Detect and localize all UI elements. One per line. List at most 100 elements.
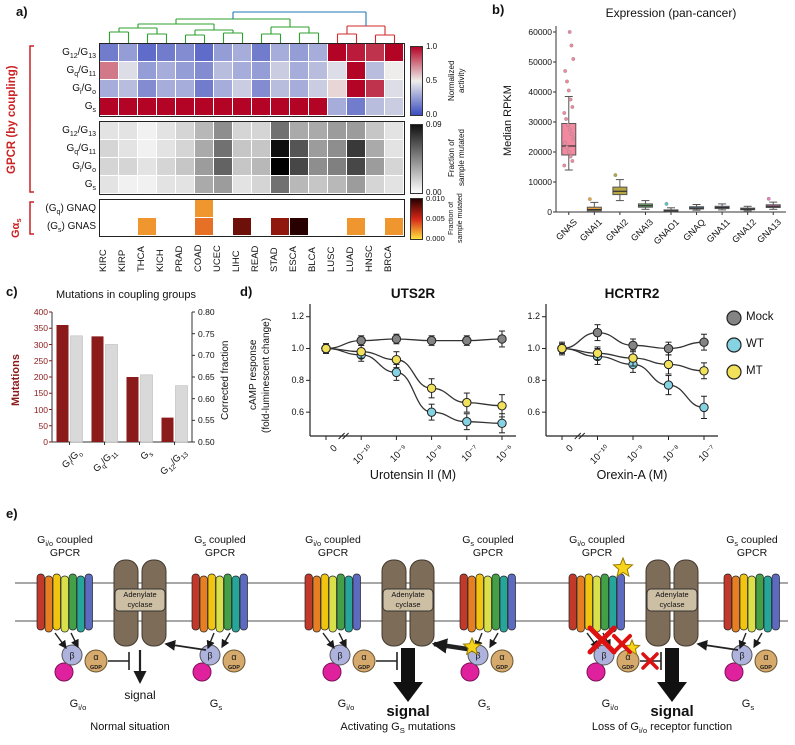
d-series-line-wt <box>325 347 503 424</box>
gs-receptor-label: Gs coupled <box>194 534 246 549</box>
heatmap-column-label: STAD <box>268 247 280 272</box>
heatmap-column-label: THCA <box>135 246 147 272</box>
gio-label: Gi/o <box>601 698 619 713</box>
gs-protein-gamma-subunit <box>724 662 744 682</box>
genes-heatmap-cell <box>290 200 308 217</box>
gs-receptor-helix <box>507 573 516 631</box>
colorbar-genes-tick-label: 0.010 <box>426 193 445 203</box>
b-y-tick-label: 10000 <box>528 177 552 187</box>
gs-activation-arrow <box>696 640 739 651</box>
mutated-row-label: Gq/G11 <box>66 143 96 156</box>
d-data-point-mt <box>592 348 603 359</box>
activity-heatmap-cell <box>252 44 270 61</box>
genes-heatmap-cell <box>233 200 251 217</box>
adenylate-cyclase-label: Adenylate cyclase <box>655 590 689 609</box>
b-data-point <box>565 123 570 127</box>
colorbar-mutated <box>410 124 423 194</box>
b-data-point <box>766 196 771 201</box>
gs-protein-gdp-label: GDP <box>760 665 772 671</box>
gs-receptor-helix <box>747 575 756 633</box>
genes-heatmap-cell <box>214 200 232 217</box>
mutation-star-icon <box>462 636 482 656</box>
gs-protein-beta-label: β <box>475 651 480 661</box>
genes-heatmap-cell <box>385 200 403 217</box>
activity-heatmap-cell <box>157 44 175 61</box>
activity-heatmap-cell <box>100 44 118 61</box>
panel-d-label: d) <box>240 284 253 299</box>
gs-protein-gamma-subunit <box>460 662 480 682</box>
b-data-point <box>563 141 568 145</box>
gio-receptor-helix <box>600 573 609 631</box>
d-data-point-mock <box>699 337 709 347</box>
gs-protein-alpha-subunit <box>754 649 778 673</box>
mutated-heatmap-cell <box>100 158 118 175</box>
gs-protein-beta-label: β <box>207 651 212 661</box>
panel-b-title: Expression (pan-cancer) <box>605 6 737 20</box>
mutated-heatmap-cell <box>347 176 365 193</box>
activity-heatmap-cell <box>233 44 251 61</box>
activity-heatmap-cell <box>309 80 327 97</box>
d-data-point-mock <box>663 343 674 354</box>
b-y-tick-label: 60000 <box>528 27 552 37</box>
mutated-row-label: Gs <box>84 179 96 192</box>
panel-c-label: c) <box>6 284 18 299</box>
adenylate-cyclase-label-box <box>114 588 166 612</box>
heatmap-column-label: BRCA <box>382 245 394 272</box>
c-left-tick-label: 350 <box>33 323 48 334</box>
genes-heatmap-cell <box>347 218 365 235</box>
d-data-point-mt <box>628 353 638 363</box>
gio-protein-beta-label: β <box>337 651 342 661</box>
panel-c-title: Mutations in coupling groups <box>55 289 197 301</box>
genes-heatmap-cell <box>309 200 327 217</box>
mutated-heatmap-cell <box>157 158 175 175</box>
gio-receptor-helix <box>52 573 61 631</box>
signal-arrow-big <box>393 648 423 702</box>
activity-heatmap-cell <box>290 62 308 79</box>
gio-receptor-helix <box>584 573 593 631</box>
d-data-point-mock <box>497 334 507 344</box>
genes-heatmap-cell <box>385 218 403 235</box>
d-y-tick-label: 1.2 <box>527 311 540 322</box>
genes-heatmap-cell <box>366 200 384 217</box>
d-data-point-mt <box>663 359 674 370</box>
heatmap-column-label: ESCA <box>287 246 299 272</box>
b-y-tick-label: 0 <box>547 207 552 217</box>
activity-heatmap-cell <box>138 80 156 97</box>
b-data-point <box>569 43 574 48</box>
b-data-point <box>566 88 571 93</box>
d-data-point-mt <box>321 343 331 354</box>
mutated-heatmap-cell <box>176 122 194 139</box>
colorbar-mutated-title: Fraction of sample mutated <box>447 129 466 187</box>
b-data-point <box>570 159 575 163</box>
gio-receptor-helix <box>328 575 337 633</box>
mutation-star-icon <box>612 556 634 578</box>
mutated-heatmap-cell <box>366 122 384 139</box>
c-left-tick-label: 150 <box>33 388 48 399</box>
panel-d-ylabel: cAMP response (fold-luminescent change) <box>248 317 272 433</box>
activity-heatmap-cell <box>195 44 213 61</box>
gs-receptor-helix <box>199 575 208 633</box>
adenylate-cyclase-label-box <box>646 588 698 612</box>
gs-coupling-arrow <box>753 632 763 649</box>
b-data-point <box>568 154 573 159</box>
colorbar-activity-tick-label: 0.5 <box>426 75 438 85</box>
d-y-tick-label: 1.0 <box>527 343 540 354</box>
activity-heatmap-cell <box>233 62 251 79</box>
gs-receptor-helix <box>723 573 732 631</box>
gio-receptor-label: GPCR <box>581 547 613 559</box>
gs-label: Gs <box>741 698 755 713</box>
d-y-tick-label: 0.8 <box>527 374 540 385</box>
d-data-point-mt <box>699 366 709 376</box>
activity-heatmap-cell <box>366 98 384 115</box>
activity-heatmap-cell <box>385 44 403 61</box>
adenylate-cyclase-label: Adenylate cyclase <box>123 590 157 609</box>
diagram-caption: Activating GS mutations <box>340 721 456 736</box>
legend-marker-wt <box>726 337 742 353</box>
d-axis-break <box>338 432 345 440</box>
gio-receptor-helix <box>568 573 577 631</box>
c-left-tick-label: 300 <box>33 339 48 350</box>
gs-receptor-helix <box>207 573 216 631</box>
panel-a-label: a) <box>16 4 28 19</box>
b-data-point <box>569 132 574 136</box>
diagram-caption: Loss of Gi/o receptor function <box>591 721 733 736</box>
